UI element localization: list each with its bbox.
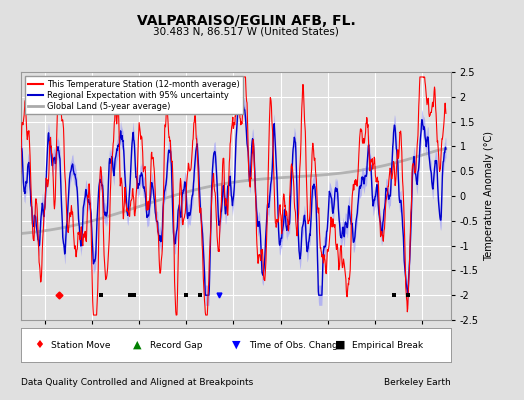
Text: Berkeley Earth: Berkeley Earth	[384, 378, 451, 387]
Text: ▲: ▲	[133, 340, 141, 350]
Text: ■: ■	[335, 340, 345, 350]
Text: VALPARAISO/EGLIN AFB, FL.: VALPARAISO/EGLIN AFB, FL.	[137, 14, 356, 28]
Legend: This Temperature Station (12-month average), Regional Expectation with 95% uncer: This Temperature Station (12-month avera…	[25, 76, 243, 114]
Text: Station Move: Station Move	[51, 340, 111, 350]
Text: 30.483 N, 86.517 W (United States): 30.483 N, 86.517 W (United States)	[154, 26, 339, 36]
Text: Data Quality Controlled and Aligned at Breakpoints: Data Quality Controlled and Aligned at B…	[21, 378, 253, 387]
Text: Time of Obs. Change: Time of Obs. Change	[249, 340, 343, 350]
Text: ▼: ▼	[232, 340, 240, 350]
Text: ♦: ♦	[34, 340, 44, 350]
Text: Record Gap: Record Gap	[150, 340, 202, 350]
Text: Empirical Break: Empirical Break	[352, 340, 423, 350]
Y-axis label: Temperature Anomaly (°C): Temperature Anomaly (°C)	[484, 131, 494, 261]
